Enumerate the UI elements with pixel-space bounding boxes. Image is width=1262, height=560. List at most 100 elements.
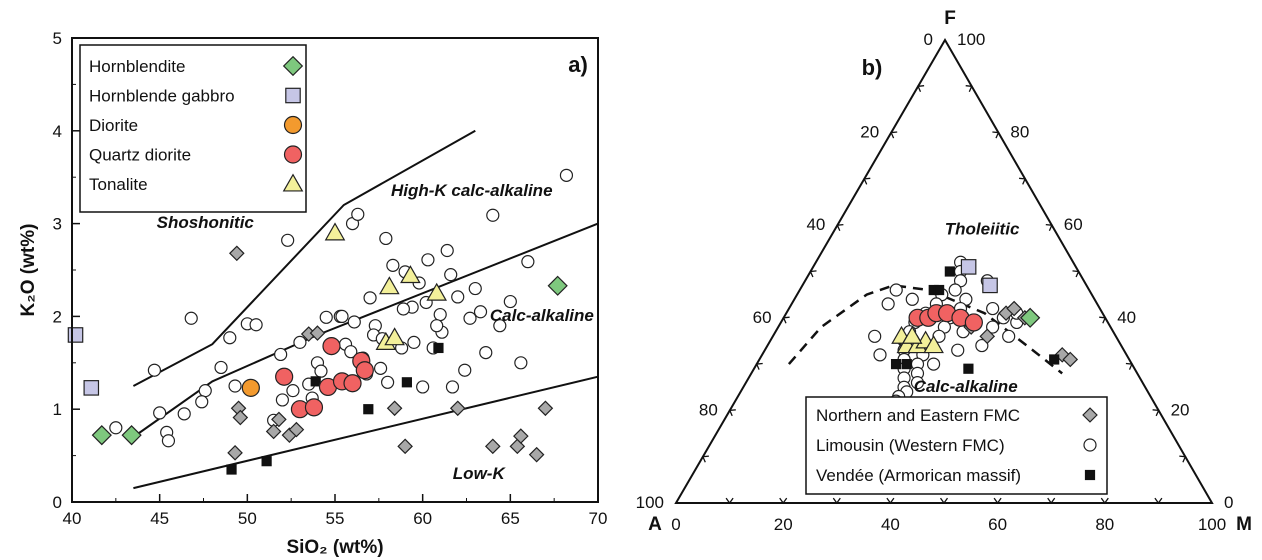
legend-label-tonalite: Tonalite <box>89 175 148 194</box>
panel-a-x-axis-title: SiO₂ (wt%) <box>286 537 383 558</box>
data-point-limousin-western-fmc <box>177 407 191 421</box>
data-point-limousin-western-fmc <box>147 363 162 377</box>
data-point-quartz-diorite <box>964 313 983 332</box>
ternary-tick <box>1045 223 1053 231</box>
data-point-limousin-western-fmc <box>1002 329 1016 343</box>
legend-box <box>79 44 307 213</box>
tholeiitic-calc-alkaline-boundary <box>787 284 1063 375</box>
data-point-hornblendite <box>547 275 568 296</box>
data-point-northern-and-eastern-fmc <box>397 438 413 455</box>
data-point-limousin-western-fmc <box>458 363 472 377</box>
data-point-limousin-western-fmc <box>344 345 358 359</box>
legend-label-vend-e-armorican-massif: Vendée (Armorican massif) <box>816 466 1021 485</box>
ternary-tick <box>755 362 763 370</box>
right-tick-label: 20 <box>1171 400 1190 419</box>
ternary-tick <box>863 177 871 185</box>
field-label-low-k: Low-K <box>453 464 507 483</box>
left-tick-label: 20 <box>860 123 879 142</box>
data-point-limousin-western-fmc <box>868 329 882 343</box>
data-point-limousin-western-fmc <box>319 310 333 324</box>
data-point-quartz-diorite <box>343 374 362 393</box>
data-point-limousin-western-fmc <box>445 380 460 394</box>
left-tick-label: 80 <box>699 400 718 419</box>
data-point-limousin-western-fmc <box>433 307 447 322</box>
data-point-tonalite <box>901 325 923 344</box>
panel-a-data-points <box>67 168 574 475</box>
ternary-tick <box>939 497 949 505</box>
legend-marker-diorite <box>283 115 303 135</box>
bottom-tick-label: 40 <box>881 515 900 534</box>
data-point-limousin-western-fmc <box>161 434 176 448</box>
data-point-limousin-western-fmc <box>975 338 989 353</box>
data-point-limousin-western-fmc <box>198 384 212 398</box>
panel-b-vertex-m: M <box>1236 514 1252 535</box>
data-point-diorite <box>241 378 260 397</box>
ternary-tick <box>832 497 841 505</box>
bottom-tick-label: 60 <box>988 515 1007 534</box>
data-point-limousin-western-fmc <box>986 301 1000 316</box>
data-point-limousin-western-fmc <box>109 421 123 435</box>
legend-marker-hornblendite <box>282 55 304 77</box>
panel-b-axis-ticks: 0 20 40 60 80 100 0 20 40 60 80 100 100 80 60 40 20 0 <box>636 30 1234 534</box>
data-point-vend-e-armorican-massif <box>226 464 237 475</box>
panel-a-boundary-lines <box>132 129 599 490</box>
panel-b-vertex-a: A <box>648 514 662 535</box>
data-point-tonalite <box>324 222 346 241</box>
data-point-limousin-western-fmc <box>463 311 477 325</box>
legend-label-diorite: Diorite <box>89 116 138 135</box>
data-point-limousin-western-fmc <box>228 379 242 393</box>
legend-label-hornblende-gabbro: Hornblende gabbro <box>89 87 235 106</box>
field-label-shoshonitic: Shoshonitic <box>157 213 255 232</box>
data-point-limousin-western-fmc <box>214 360 228 375</box>
data-point-northern-and-eastern-fmc <box>229 245 245 262</box>
ternary-tick <box>1019 177 1027 185</box>
ternary-tick <box>965 85 973 93</box>
bottom-tick-label: 80 <box>1095 515 1114 534</box>
ternary-tick <box>1047 497 1056 505</box>
ternary-tick <box>993 497 1002 505</box>
data-point-limousin-western-fmc <box>514 356 528 370</box>
legend-box <box>805 396 1108 495</box>
legend-marker-quartz-diorite <box>283 145 303 164</box>
data-point-northern-and-eastern-fmc <box>271 411 287 428</box>
bottom-tick-label: 0 <box>671 515 680 534</box>
data-point-quartz-diorite <box>322 336 341 356</box>
data-point-limousin-western-fmc <box>479 345 493 360</box>
ternary-tick <box>1125 362 1133 370</box>
data-point-limousin-western-fmc <box>421 253 435 267</box>
data-point-vend-e-armorican-massif <box>933 284 945 296</box>
data-point-northern-and-eastern-fmc <box>449 400 466 417</box>
ternary-tick <box>701 455 709 463</box>
data-point-limousin-western-fmc <box>351 207 365 221</box>
ternary-tick <box>809 270 817 278</box>
data-point-vend-e-armorican-massif <box>261 456 272 467</box>
data-point-limousin-western-fmc <box>386 258 400 272</box>
data-point-tonalite <box>400 265 421 284</box>
data-point-limousin-western-fmc <box>521 255 535 269</box>
right-tick-label: 80 <box>1010 123 1029 142</box>
data-point-limousin-western-fmc <box>275 393 289 407</box>
panel-b-field-labels: Tholeiitic Calc-alkaline <box>914 219 1020 395</box>
data-point-limousin-western-fmc <box>396 302 410 316</box>
data-point-vend-e-armorican-massif <box>901 359 912 370</box>
data-point-limousin-western-fmc <box>335 309 349 323</box>
data-point-limousin-western-fmc <box>444 268 458 282</box>
right-tick-label: 40 <box>1117 308 1136 327</box>
data-point-vend-e-armorican-massif <box>401 377 412 388</box>
ternary-tick <box>1072 270 1080 278</box>
boundary-line-calc-alkaline-low-k <box>133 375 599 490</box>
y-tick-label: 1 <box>53 400 62 419</box>
ternary-tick <box>917 85 925 93</box>
field-label-high-k-calc-alkaline: High-K calc-alkaline <box>391 181 553 200</box>
legend-marker-hornblende-gabbro <box>285 87 301 104</box>
data-point-limousin-western-fmc <box>223 331 237 345</box>
panel-b-dashed-boundary <box>787 284 1063 375</box>
ternary-tick <box>992 131 1000 139</box>
legend-label-limousin-western-fmc: Limousin (Western FMC) <box>816 436 1005 455</box>
data-point-limousin-western-fmc <box>274 347 288 362</box>
data-point-hornblendite <box>91 425 112 446</box>
boundary-line-high-k-calc-alkaline <box>132 222 599 438</box>
data-point-limousin-western-fmc <box>373 361 388 375</box>
